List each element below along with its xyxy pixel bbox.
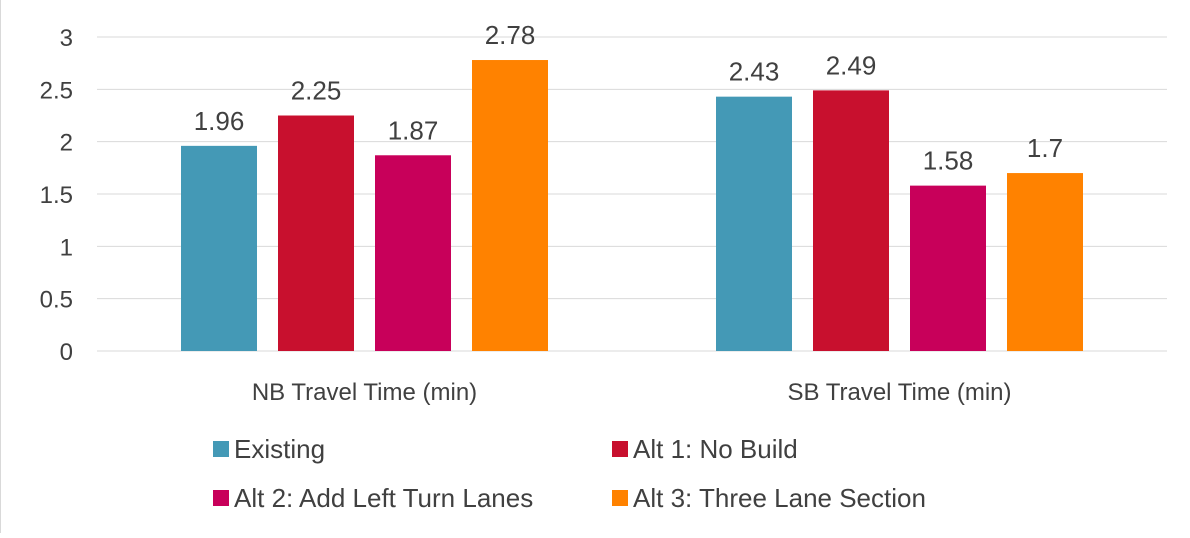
legend-swatch bbox=[213, 441, 229, 457]
y-tick-label: 0 bbox=[60, 339, 73, 366]
data-label: 1.87 bbox=[388, 115, 439, 145]
data-label: 2.43 bbox=[729, 57, 780, 87]
bar bbox=[716, 96, 792, 351]
data-label: 2.25 bbox=[291, 76, 342, 106]
x-axis-categories: NB Travel Time (min) SB Travel Time (min) bbox=[252, 379, 1012, 406]
data-labels: 1.96 2.25 1.87 2.78 2.43 2.49 1.58 1.7 bbox=[194, 20, 1063, 176]
legend-swatch bbox=[213, 490, 229, 506]
legend-label: Alt 1: No Build bbox=[633, 434, 798, 464]
data-label: 1.58 bbox=[923, 146, 974, 176]
legend-label: Alt 3: Three Lane Section bbox=[633, 483, 926, 513]
bar bbox=[813, 90, 889, 351]
data-label: 1.7 bbox=[1027, 133, 1063, 163]
y-axis-ticks: 0 0.5 1 1.5 2 2.5 3 bbox=[40, 25, 73, 366]
legend: Existing Alt 1: No Build Alt 2: Add Left T… bbox=[213, 434, 926, 513]
data-label: 2.49 bbox=[826, 50, 877, 80]
bar bbox=[278, 115, 354, 351]
bar bbox=[375, 155, 451, 351]
bar bbox=[910, 185, 986, 351]
bars bbox=[181, 60, 1083, 351]
bar bbox=[1007, 173, 1083, 351]
y-tick-label: 0.5 bbox=[40, 287, 73, 314]
y-tick-label: 2 bbox=[60, 130, 73, 157]
legend-swatch bbox=[612, 490, 628, 506]
x-category-label: SB Travel Time (min) bbox=[787, 379, 1011, 406]
data-label: 1.96 bbox=[194, 106, 245, 136]
bar bbox=[472, 60, 548, 351]
gridlines bbox=[97, 36, 1167, 352]
y-tick-label: 3 bbox=[60, 25, 73, 52]
bar bbox=[181, 145, 257, 351]
y-tick-label: 1.5 bbox=[40, 182, 73, 209]
data-label: 2.78 bbox=[485, 20, 536, 50]
legend-label: Alt 2: Add Left Turn Lanes bbox=[234, 483, 533, 513]
legend-label: Existing bbox=[234, 434, 325, 464]
y-tick-label: 2.5 bbox=[40, 77, 73, 104]
y-tick-label: 1 bbox=[60, 234, 73, 261]
x-category-label: NB Travel Time (min) bbox=[252, 379, 477, 406]
legend-swatch bbox=[612, 441, 628, 457]
